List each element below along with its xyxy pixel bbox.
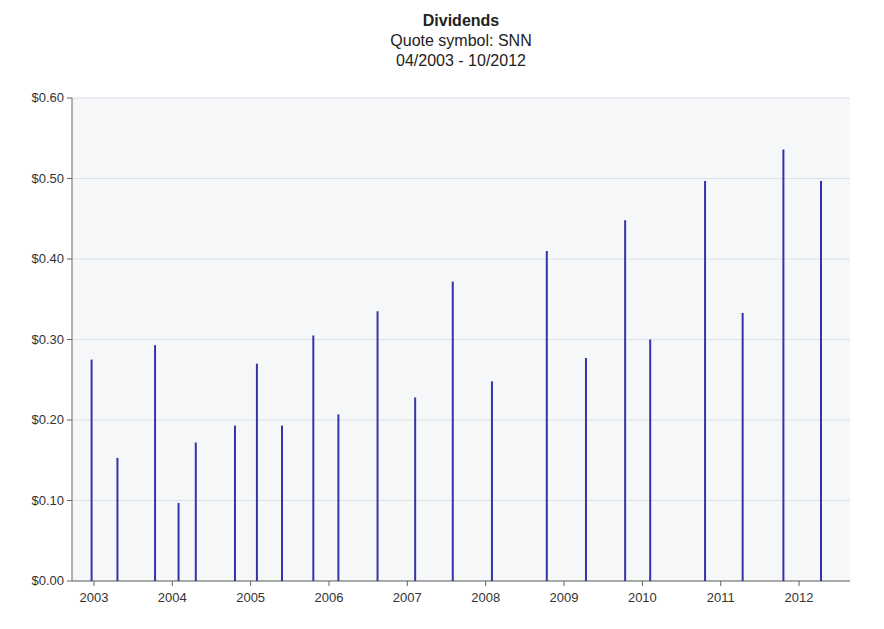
stem bbox=[337, 414, 339, 581]
grid-line bbox=[72, 420, 850, 421]
x-tick-label: 2006 bbox=[315, 590, 344, 605]
title: DividendsQuote symbol: SNN04/2003 - 10/2… bbox=[390, 12, 531, 69]
x-tick bbox=[642, 581, 643, 586]
stem bbox=[649, 340, 651, 582]
y-tick-label: $0.30 bbox=[31, 332, 64, 347]
y-tick bbox=[67, 500, 72, 501]
stem bbox=[782, 150, 784, 581]
stems bbox=[92, 150, 821, 581]
stem bbox=[491, 381, 493, 581]
x-tick bbox=[485, 581, 486, 586]
x-tick-label: 2009 bbox=[550, 590, 579, 605]
stem bbox=[178, 503, 180, 581]
y-tick-label: $0.50 bbox=[31, 171, 64, 186]
x-tick bbox=[799, 581, 800, 586]
y-tick-label: $0.00 bbox=[31, 573, 64, 588]
grid-line bbox=[72, 259, 850, 260]
grid-line bbox=[72, 178, 850, 179]
x-tick bbox=[172, 581, 173, 586]
stem bbox=[820, 181, 822, 581]
x-tick-label: 2004 bbox=[158, 590, 187, 605]
stem bbox=[91, 360, 93, 581]
stem bbox=[546, 251, 548, 581]
x-tick bbox=[407, 581, 408, 586]
grid-line bbox=[72, 581, 850, 582]
x-tick bbox=[93, 581, 94, 586]
plot-area bbox=[72, 98, 850, 581]
x-tick-label: 2011 bbox=[707, 590, 735, 605]
x-axis-line bbox=[72, 581, 850, 582]
y-tick bbox=[67, 98, 72, 99]
stem bbox=[195, 443, 197, 581]
chart: DividendsQuote symbol: SNN04/2003 - 10/2… bbox=[0, 0, 884, 629]
stem bbox=[116, 458, 118, 581]
y-tick-label: $0.60 bbox=[31, 90, 64, 105]
x-tick bbox=[564, 581, 565, 586]
y-axis-line bbox=[72, 98, 73, 581]
grid-line bbox=[72, 339, 850, 340]
x-tick bbox=[720, 581, 721, 586]
x-tick-label: 2007 bbox=[393, 590, 422, 605]
y-tick-label: $0.20 bbox=[31, 412, 64, 427]
stem bbox=[154, 345, 156, 581]
x-tick-label: 2005 bbox=[236, 590, 265, 605]
y-tick-label: $0.10 bbox=[31, 493, 64, 508]
x-tick-label: 2010 bbox=[628, 590, 657, 605]
x-tick bbox=[250, 581, 251, 586]
stem bbox=[256, 364, 258, 581]
axes: $0.00 $0.10 $0.20 $0.30 $0.40 $0.50 $0.60 2003 2… bbox=[31, 90, 850, 605]
x-tick bbox=[328, 581, 329, 586]
grid-line bbox=[72, 98, 850, 99]
stem bbox=[452, 282, 454, 581]
y-tick bbox=[67, 259, 72, 260]
stem bbox=[312, 335, 314, 581]
x-tick-label: 2003 bbox=[79, 590, 108, 605]
y-tick bbox=[67, 178, 72, 179]
stem bbox=[414, 397, 416, 581]
stem bbox=[281, 426, 283, 581]
x-tick-label: 2012 bbox=[785, 590, 814, 605]
stem bbox=[234, 426, 236, 581]
stem bbox=[704, 181, 706, 581]
grid bbox=[72, 98, 850, 581]
y-tick bbox=[67, 581, 72, 582]
stem bbox=[742, 313, 744, 581]
grid-line bbox=[72, 500, 850, 501]
y-tick bbox=[67, 420, 72, 421]
stem bbox=[377, 311, 379, 581]
stem bbox=[585, 358, 587, 581]
y-tick-label: $0.40 bbox=[31, 251, 64, 266]
y-tick bbox=[67, 339, 72, 340]
x-tick-label: 2008 bbox=[471, 590, 500, 605]
stem bbox=[624, 220, 626, 581]
